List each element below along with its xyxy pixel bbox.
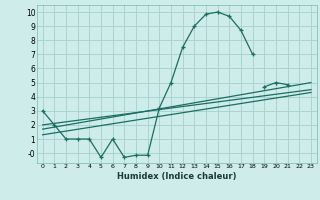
X-axis label: Humidex (Indice chaleur): Humidex (Indice chaleur)	[117, 172, 236, 181]
